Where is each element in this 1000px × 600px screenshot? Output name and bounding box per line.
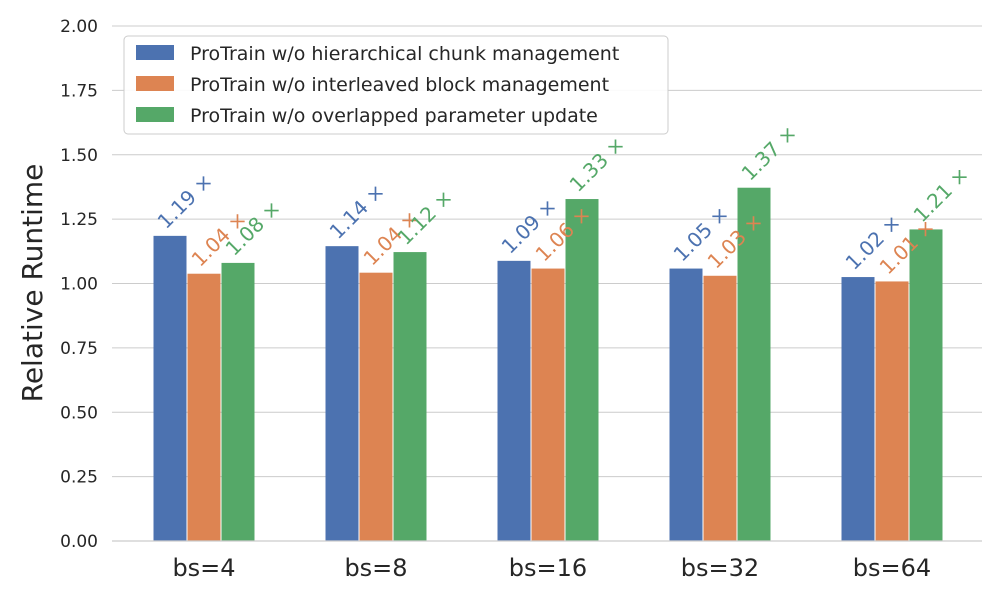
y-tick-label: 0.25 bbox=[60, 468, 98, 488]
bar-value-label: 1.21 × bbox=[909, 162, 974, 227]
y-tick-label: 2.00 bbox=[60, 17, 98, 37]
y-tick-label: 1.25 bbox=[60, 210, 98, 230]
legend-box bbox=[123, 35, 669, 135]
legend-label: ProTrain w/o interleaved block managemen… bbox=[190, 74, 609, 96]
bar-value-label: 1.37 × bbox=[737, 120, 802, 185]
bar bbox=[187, 273, 221, 541]
bar bbox=[325, 246, 359, 541]
x-tick-label: bs=32 bbox=[681, 554, 759, 582]
bar bbox=[153, 235, 187, 542]
bar bbox=[359, 272, 393, 541]
y-tick-label: 1.50 bbox=[60, 146, 98, 166]
bar bbox=[531, 268, 565, 541]
bar bbox=[909, 229, 943, 542]
legend-swatch bbox=[136, 45, 174, 60]
x-tick-label: bs=4 bbox=[172, 554, 235, 582]
bars bbox=[153, 187, 943, 542]
bar bbox=[737, 187, 771, 541]
x-tick-label: bs=8 bbox=[344, 554, 407, 582]
y-tick-label: 0.50 bbox=[60, 403, 98, 423]
bar bbox=[565, 199, 599, 542]
y-axis-ticks: 0.00 0.25 0.50 0.75 1.00 1.25 1.50 1.75 2.00 bbox=[60, 17, 98, 552]
bar bbox=[221, 262, 255, 541]
bar bbox=[841, 277, 875, 541]
legend-label: ProTrain w/o overlapped parameter update bbox=[190, 105, 598, 127]
bar bbox=[703, 275, 737, 541]
x-tick-label: bs=16 bbox=[509, 554, 587, 582]
bar-value-labels: 1.19 ×1.04 ×1.08 × 1.14 ×1.04 ×1.12 × 1.09… bbox=[153, 120, 974, 279]
bar-value-label: 1.19 × bbox=[153, 169, 218, 234]
bar bbox=[875, 281, 909, 541]
legend-label: ProTrain w/o hierarchical chunk manageme… bbox=[190, 43, 619, 65]
bar bbox=[497, 260, 531, 541]
legend: ProTrain w/o hierarchical chunk manageme… bbox=[123, 35, 669, 135]
y-axis-label: Relative Runtime bbox=[16, 164, 49, 403]
bar-value-label: 1.33 × bbox=[565, 132, 630, 197]
bar bbox=[669, 268, 703, 541]
y-tick-label: 1.75 bbox=[60, 81, 98, 101]
legend-swatch bbox=[136, 76, 174, 91]
y-tick-label: 1.00 bbox=[60, 275, 98, 295]
bar bbox=[393, 252, 427, 541]
x-tick-label: bs=64 bbox=[853, 554, 931, 582]
x-axis-ticks: bs=4 bs=8 bs=16 bs=32 bs=64 bbox=[172, 554, 931, 582]
legend-swatch bbox=[136, 107, 174, 122]
y-tick-label: 0.00 bbox=[60, 532, 98, 552]
y-tick-label: 0.75 bbox=[60, 339, 98, 359]
